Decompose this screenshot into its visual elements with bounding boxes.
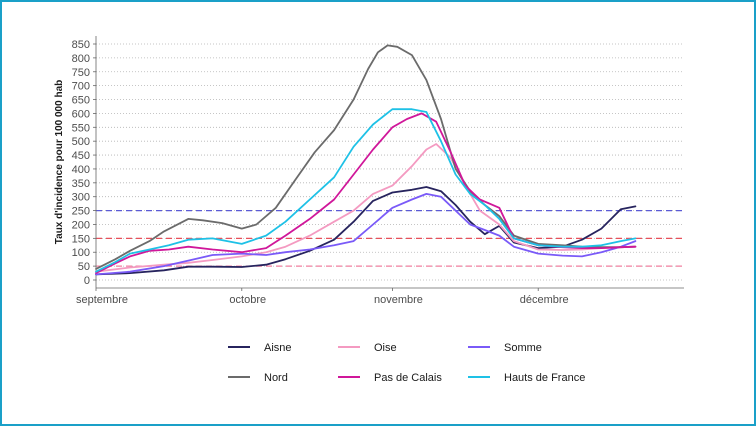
legend-label-nord: Nord xyxy=(264,372,288,384)
y-tick-label: 400 xyxy=(72,164,90,176)
series-line-nord xyxy=(95,44,637,270)
y-tick-label: 550 xyxy=(72,122,90,134)
legend-label-hauts-de-france: Hauts de France xyxy=(504,372,585,384)
y-tick-label: 50 xyxy=(78,261,90,273)
y-tick-label: 850 xyxy=(72,39,90,51)
legend: Aisne Oise Somme Nord Pas de Calais Hauts de … xyxy=(228,342,585,384)
legend-label-pas-de-calais: Pas de Calais xyxy=(374,372,442,384)
y-tick-label: 650 xyxy=(72,95,90,107)
gridlines xyxy=(96,43,684,281)
series-line-hauts-de-france xyxy=(95,108,637,273)
series-line-somme xyxy=(95,193,637,276)
series-line-oise xyxy=(95,143,637,273)
x-tick-label: novembre xyxy=(374,294,423,306)
legend-label-oise: Oise xyxy=(374,342,397,354)
x-tick-label: décembre xyxy=(520,294,569,306)
y-tick-label: 600 xyxy=(72,108,90,120)
y-tick-label: 750 xyxy=(72,67,90,79)
y-tick-label: 500 xyxy=(72,136,90,148)
y-tick-label: 150 xyxy=(72,233,90,245)
x-tick-label: septembre xyxy=(76,294,128,306)
y-axis-title: Taux d'incidence pour 100 000 hab xyxy=(54,80,65,244)
y-tick-label: 300 xyxy=(72,192,90,204)
series-lines xyxy=(95,44,637,276)
y-tick-label: 250 xyxy=(72,206,90,218)
y-tick-label: 350 xyxy=(72,178,90,190)
y-tick-label: 200 xyxy=(72,219,90,231)
x-axis-ticks: septembre octobre novembre décembre xyxy=(76,288,569,306)
x-tick-label: octobre xyxy=(229,294,266,306)
reference-lines xyxy=(96,209,684,267)
legend-label-somme: Somme xyxy=(504,342,542,354)
legend-label-aisne: Aisne xyxy=(264,342,292,354)
y-tick-label: 450 xyxy=(72,150,90,162)
y-tick-label: 0 xyxy=(84,275,90,287)
y-tick-label: 700 xyxy=(72,81,90,93)
y-tick-label: 100 xyxy=(72,247,90,259)
y-tick-label: 800 xyxy=(72,53,90,65)
